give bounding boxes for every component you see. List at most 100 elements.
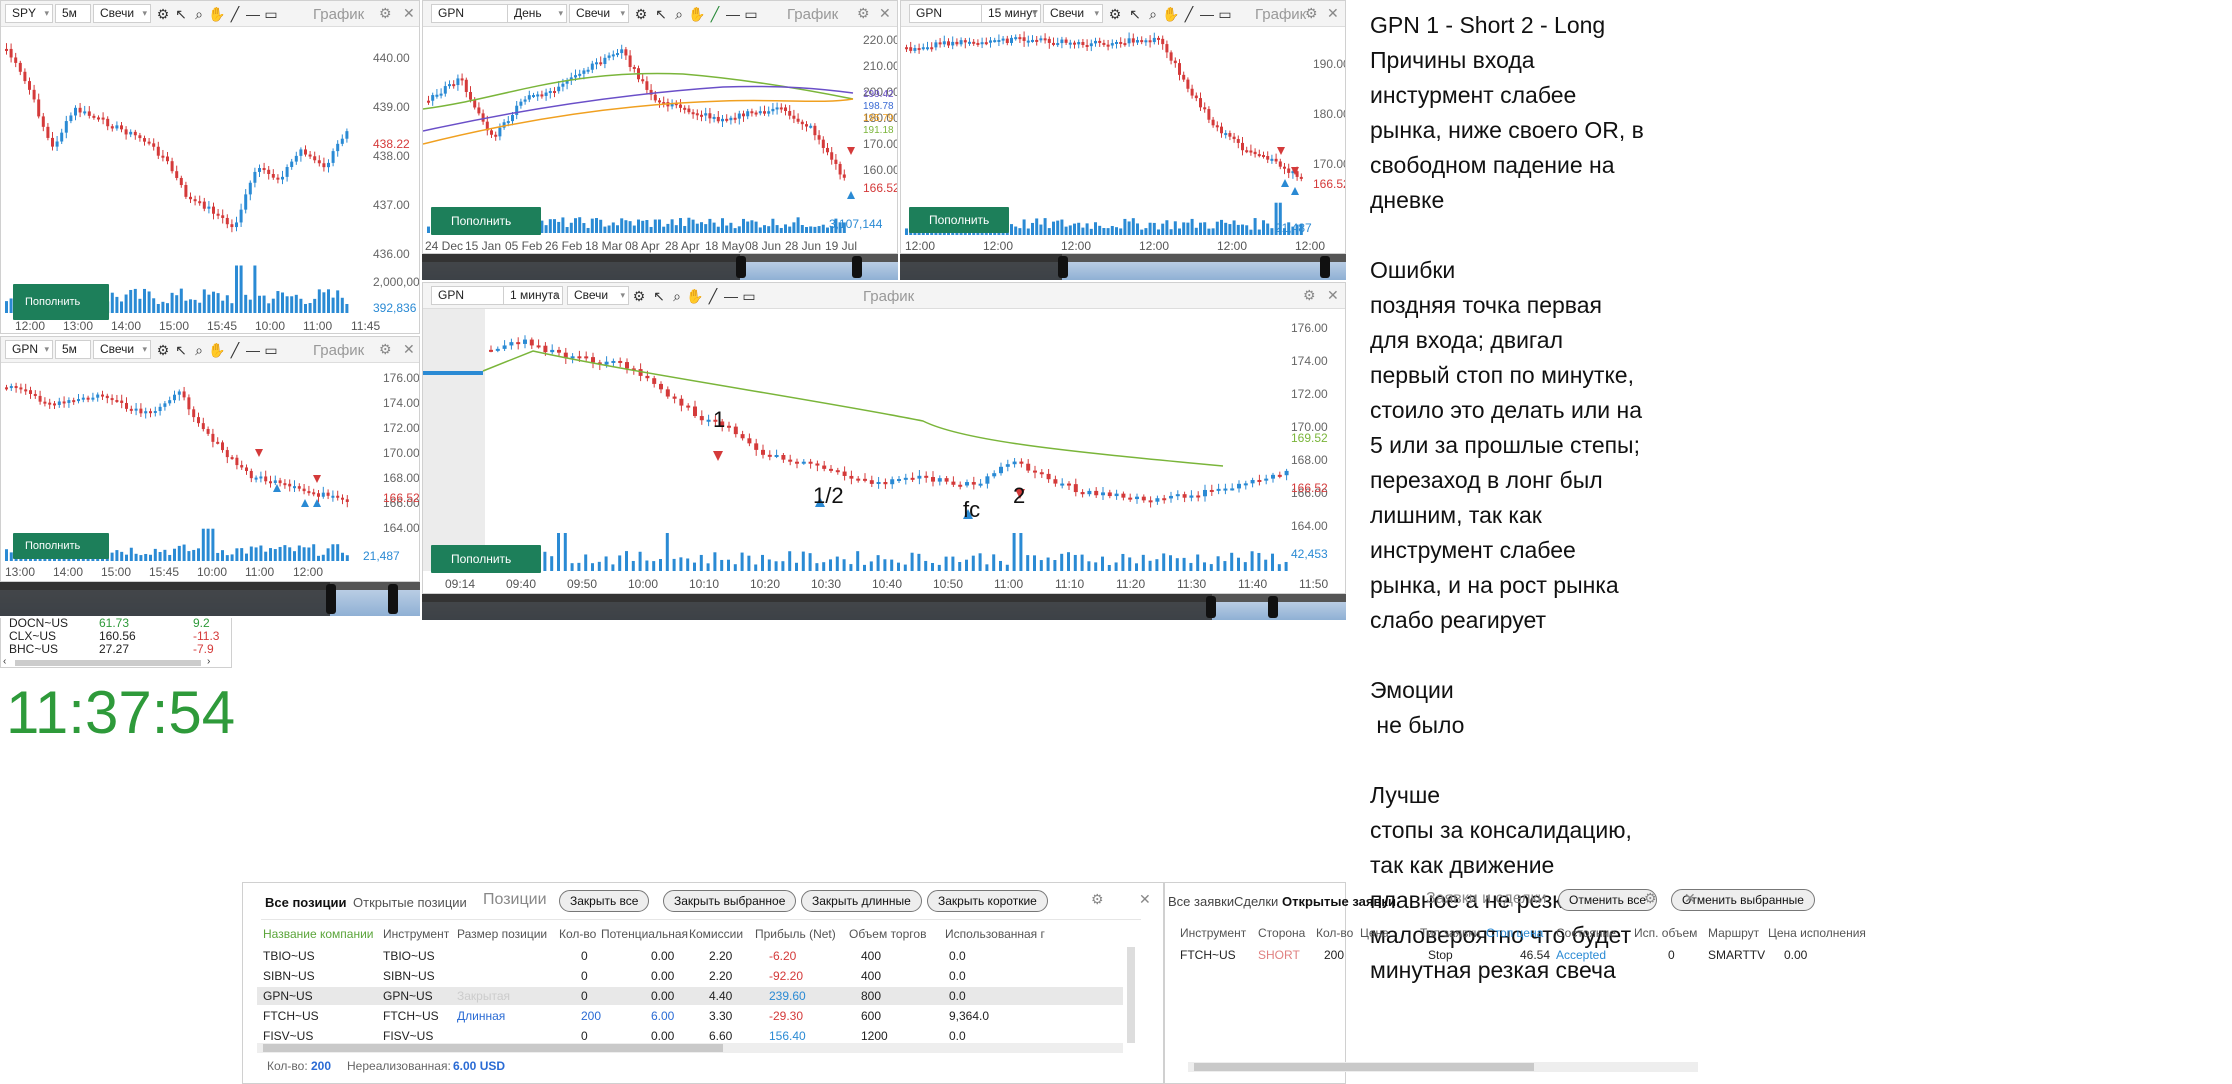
- navigator-handle-left[interactable]: [736, 256, 746, 278]
- cursor-icon[interactable]: ↖: [175, 342, 187, 358]
- line-tool-icon[interactable]: ╱: [708, 288, 718, 304]
- cursor-icon[interactable]: ↖: [175, 6, 187, 22]
- indicators-icon[interactable]: ⚙: [632, 288, 646, 304]
- timeframe-select[interactable]: 15 минут ▾: [981, 4, 1041, 23]
- symbol-select[interactable]: GPN▾: [431, 4, 523, 23]
- gpn5-navigator[interactable]: [0, 582, 420, 616]
- indicators-icon[interactable]: ⚙: [156, 342, 170, 358]
- positions-vscroll[interactable]: [1127, 947, 1135, 1043]
- zoom-icon[interactable]: ⌕: [1149, 6, 1157, 22]
- navigator-handle-right[interactable]: [852, 256, 862, 278]
- cursor-icon[interactable]: ↖: [655, 6, 667, 22]
- volume-bar: [985, 564, 989, 571]
- close-icon[interactable]: ✕: [403, 341, 415, 357]
- hline-tool-icon[interactable]: —: [246, 6, 260, 22]
- settings-icon[interactable]: ⚙: [857, 5, 870, 21]
- chart-type-select[interactable]: Свечи ▾: [567, 286, 629, 305]
- gpn15-navigator[interactable]: [900, 254, 1346, 280]
- orders-action-button[interactable]: Отменить все: [1558, 889, 1658, 911]
- close-icon[interactable]: ✕: [1327, 287, 1339, 303]
- chart-type-select[interactable]: Свечи ▾: [569, 4, 629, 23]
- rect-tool-icon[interactable]: ▭: [264, 342, 278, 358]
- navigator-handle-left[interactable]: [1206, 596, 1216, 618]
- timeframe-select[interactable]: 5м: [55, 340, 91, 359]
- line-tool-icon[interactable]: ╱: [230, 6, 240, 22]
- positions-action-button[interactable]: Закрыть длинные: [801, 890, 922, 912]
- scroll-right-icon[interactable]: ›: [207, 656, 211, 667]
- indicators-icon[interactable]: ⚙: [1108, 6, 1122, 22]
- chart-type-select[interactable]: Свечи ▾: [93, 4, 151, 23]
- orders-hscroll[interactable]: [1188, 1062, 1698, 1072]
- timeframe-select[interactable]: 1 минута ▾: [503, 286, 563, 305]
- gpn1-navigator[interactable]: [422, 594, 1346, 620]
- hline-tool-icon[interactable]: —: [726, 6, 740, 22]
- scroll-thumb[interactable]: [1194, 1063, 1534, 1071]
- rect-tool-icon[interactable]: ▭: [744, 6, 758, 22]
- positions-action-button[interactable]: Закрыть все: [559, 890, 650, 912]
- line-tool-icon[interactable]: ╱: [230, 342, 240, 358]
- rect-tool-icon[interactable]: ▭: [1218, 6, 1232, 22]
- settings-icon[interactable]: ⚙: [379, 5, 392, 21]
- close-icon[interactable]: ✕: [1327, 5, 1339, 21]
- cursor-icon[interactable]: ↖: [653, 288, 665, 304]
- close-icon[interactable]: ✕: [879, 5, 891, 21]
- chart-type-select[interactable]: Свечи ▾: [1043, 4, 1103, 23]
- symbol-select[interactable]: SPY ▾: [5, 4, 53, 23]
- fill-account-button[interactable]: Пополнить счёт...: [431, 207, 541, 253]
- zoom-icon[interactable]: ⌕: [675, 6, 683, 22]
- candle: [1005, 464, 1010, 467]
- hand-icon[interactable]: ✋: [688, 6, 706, 22]
- scroll-left-icon[interactable]: ‹: [3, 656, 7, 667]
- navigator-handle-right[interactable]: [1320, 256, 1330, 278]
- timeframe-select[interactable]: 5м: [55, 4, 91, 23]
- navigator-handle-left[interactable]: [326, 584, 336, 614]
- indicators-icon[interactable]: ⚙: [156, 6, 170, 22]
- positions-hscroll[interactable]: [257, 1043, 1123, 1053]
- rect-tool-icon[interactable]: ▭: [742, 288, 756, 304]
- fill-account-button[interactable]: Пополнить счёт...: [13, 284, 109, 333]
- tab[interactable]: Все заявки: [1168, 894, 1235, 909]
- zoom-icon[interactable]: ⌕: [195, 342, 203, 358]
- hand-icon[interactable]: ✋: [208, 342, 226, 358]
- tab[interactable]: Открытые заявки: [1282, 894, 1396, 909]
- orders-action-button[interactable]: Отменить выбранные: [1671, 889, 1815, 911]
- hline-tool-icon[interactable]: —: [1200, 6, 1214, 22]
- tab[interactable]: Сделки: [1234, 894, 1279, 909]
- fill-account-button[interactable]: Пополнить счёт...: [431, 545, 541, 593]
- settings-icon[interactable]: ⚙: [1305, 5, 1318, 21]
- close-icon[interactable]: ✕: [403, 5, 415, 21]
- hand-icon[interactable]: ✋: [208, 6, 226, 22]
- hline-tool-icon[interactable]: —: [724, 288, 738, 304]
- cursor-icon[interactable]: ↖: [1129, 6, 1141, 22]
- zoom-icon[interactable]: ⌕: [195, 6, 203, 22]
- timeframe-select[interactable]: День ▾: [507, 4, 567, 23]
- chart-type-select[interactable]: Свечи ▾: [93, 340, 151, 359]
- line-tool-icon[interactable]: ╱: [1184, 6, 1194, 22]
- hscrollbar[interactable]: [15, 660, 201, 666]
- symbol-select[interactable]: GPN▾: [5, 340, 53, 359]
- settings-icon[interactable]: ⚙: [1091, 891, 1104, 907]
- symbol-select[interactable]: GPN▾: [431, 286, 523, 305]
- tab-all-positions[interactable]: Все позиции: [265, 895, 347, 910]
- close-icon[interactable]: ✕: [1139, 891, 1151, 907]
- settings-icon[interactable]: ⚙: [379, 341, 392, 357]
- positions-action-button[interactable]: Закрыть короткие: [927, 890, 1048, 912]
- hand-icon[interactable]: ✋: [686, 288, 704, 304]
- fill-account-button[interactable]: Пополнить счёт...: [909, 207, 1009, 253]
- hline-tool-icon[interactable]: —: [246, 342, 260, 358]
- indicators-icon[interactable]: ⚙: [634, 6, 648, 22]
- tab-open-positions[interactable]: Открытые позиции: [353, 895, 467, 910]
- navigator-handle-left[interactable]: [1058, 256, 1068, 278]
- rect-tool-icon[interactable]: ▭: [264, 6, 278, 22]
- positions-action-button[interactable]: Закрыть выбранное: [663, 890, 797, 912]
- zoom-icon[interactable]: ⌕: [673, 288, 681, 304]
- hand-icon[interactable]: ✋: [1162, 6, 1180, 22]
- close-icon[interactable]: ✕: [1684, 890, 1696, 906]
- line-tool-icon[interactable]: ╱: [710, 6, 720, 22]
- settings-icon[interactable]: ⚙: [1303, 287, 1316, 303]
- gpn-daily-navigator[interactable]: [422, 254, 898, 280]
- navigator-handle-right[interactable]: [388, 584, 398, 614]
- fill-account-button[interactable]: Пополнить счёт...: [13, 533, 109, 578]
- settings-icon[interactable]: ⚙: [1644, 890, 1657, 906]
- navigator-handle-right[interactable]: [1268, 596, 1278, 618]
